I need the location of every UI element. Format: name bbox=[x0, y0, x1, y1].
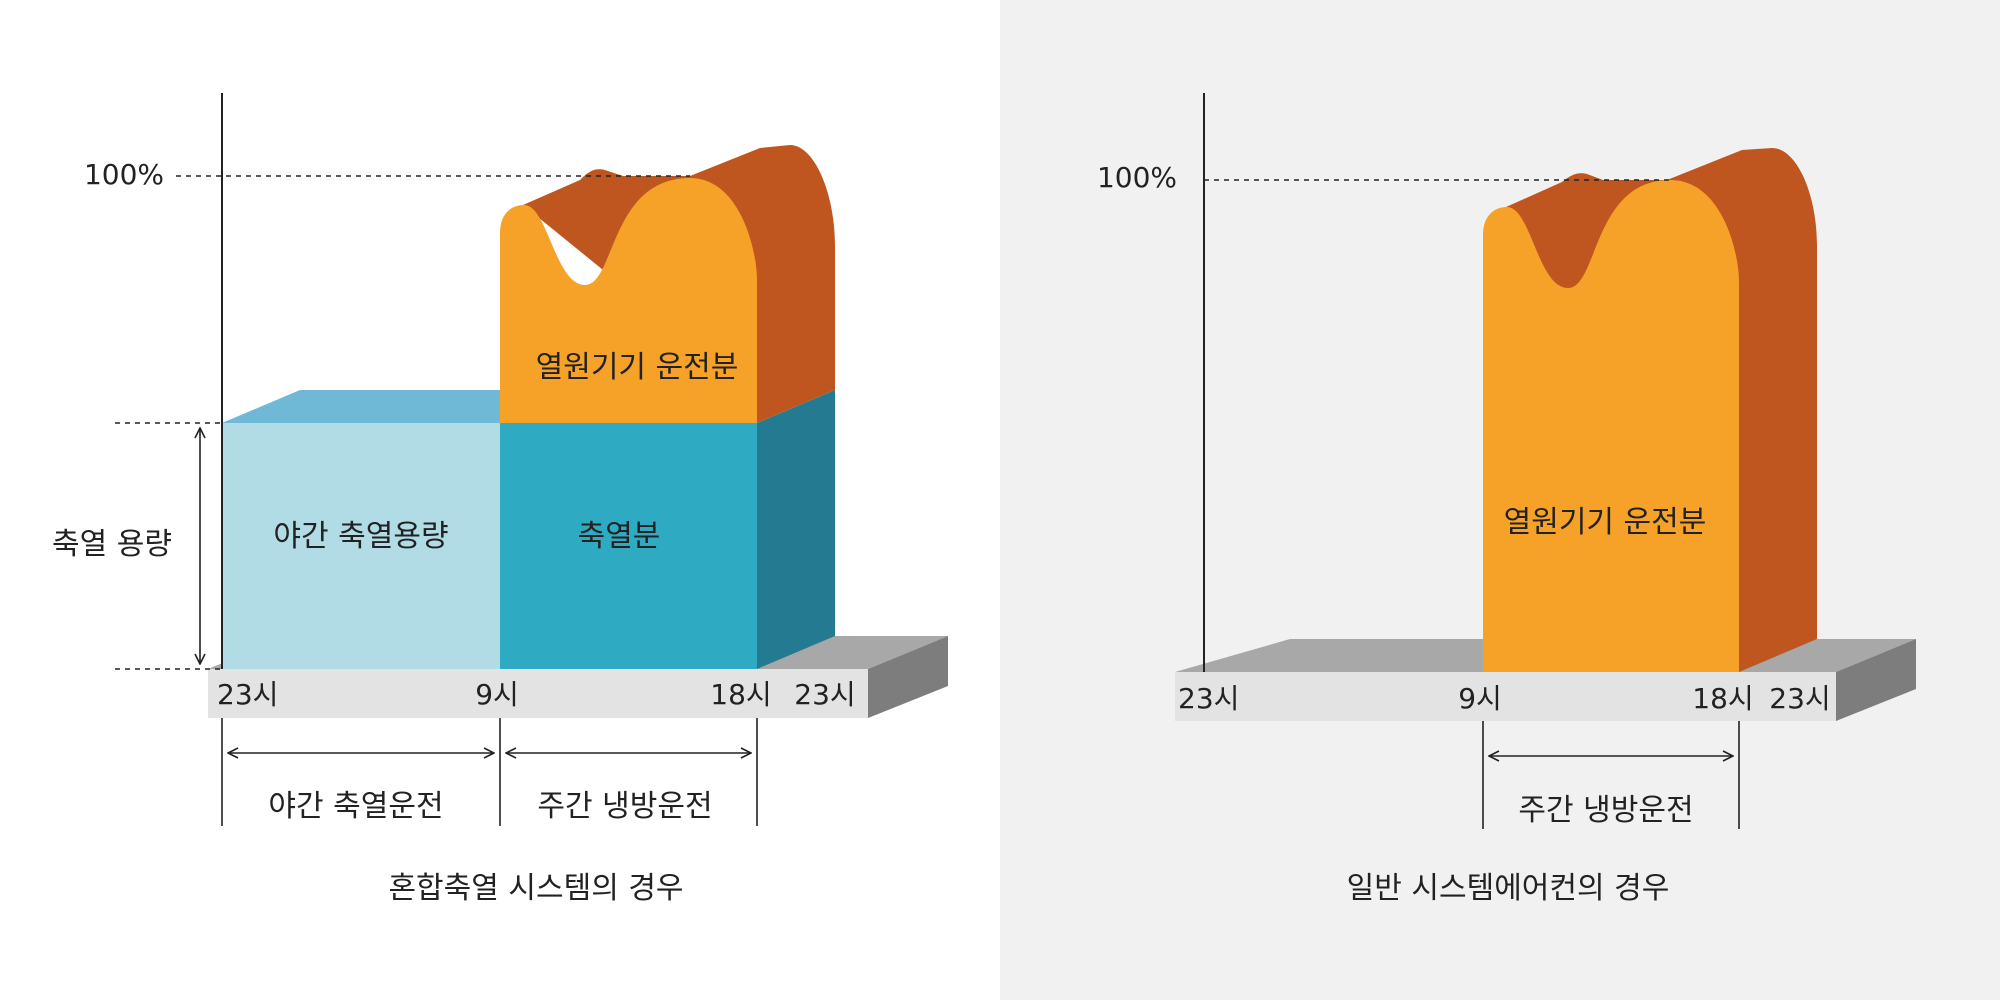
left-caption: 혼합축열 시스템의 경우 bbox=[388, 871, 683, 906]
left-tick-label-2: 18시 bbox=[710, 678, 771, 711]
left-y-max-label: 100% bbox=[84, 158, 164, 191]
right-chart: 100% 열원기기 운전분 23시 9시 18시 23시 주간 냉방운전 일반 … bbox=[1097, 93, 1916, 906]
left-equipment-label: 열원기기 운전분 bbox=[536, 350, 739, 385]
left-base-front bbox=[208, 669, 868, 718]
night-storage-label: 야간 축열용량 bbox=[273, 519, 448, 554]
right-base-front bbox=[1175, 672, 1836, 721]
right-tick-label-3: 23시 bbox=[1769, 682, 1830, 715]
storage-label: 축열분 bbox=[578, 519, 661, 554]
night-storage-front bbox=[222, 423, 500, 669]
night-storage-top bbox=[222, 390, 578, 423]
storage-block-front bbox=[500, 423, 757, 669]
left-base-side bbox=[868, 636, 948, 718]
right-base-side bbox=[1836, 639, 1916, 721]
right-tick-label-1: 9시 bbox=[1458, 682, 1502, 715]
right-tick-label-0: 23시 bbox=[1178, 682, 1239, 715]
right-caption: 일반 시스템에어컨의 경우 bbox=[1347, 871, 1670, 906]
right-day-span-label: 주간 냉방운전 bbox=[1518, 793, 1693, 828]
storage-block-side bbox=[757, 390, 835, 669]
left-chart: 100% 축열 용량 야간 축열용량 축열분 열원기기 운전분 23시 9시 1… bbox=[52, 93, 948, 906]
right-y-max-label: 100% bbox=[1097, 161, 1177, 194]
capacity-label: 축열 용량 bbox=[52, 527, 172, 562]
day-span-label: 주간 냉방운전 bbox=[537, 789, 712, 824]
right-tick-label-2: 18시 bbox=[1692, 682, 1753, 715]
left-tick-label-0: 23시 bbox=[217, 678, 278, 711]
left-tick-label-3: 23시 bbox=[794, 678, 855, 711]
night-span-label: 야간 축열운전 bbox=[268, 789, 443, 824]
right-equipment-front bbox=[1483, 180, 1739, 672]
equipment-block-front bbox=[500, 178, 757, 423]
left-tick-label-1: 9시 bbox=[475, 678, 519, 711]
right-equipment-label: 열원기기 운전분 bbox=[1504, 505, 1707, 540]
